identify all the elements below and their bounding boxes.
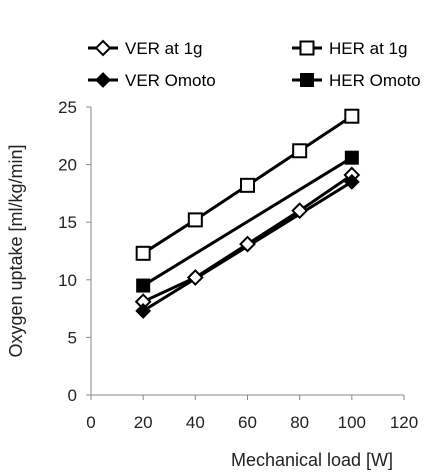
y-tick-label: 20 <box>58 156 77 175</box>
legend-marker-her-omoto <box>300 73 314 87</box>
data-point-ver-omoto <box>343 173 360 190</box>
series-lines <box>142 114 353 313</box>
x-tick-label: 60 <box>238 413 257 432</box>
data-point-ver-omoto <box>135 302 152 319</box>
series-markers <box>134 108 361 319</box>
x-tick-label: 120 <box>390 413 418 432</box>
x-tick-label: 100 <box>338 413 366 432</box>
legend-marker-ver-1g <box>94 39 112 57</box>
legend-item-her-omoto: HER Omoto <box>292 71 421 90</box>
data-point-her-at-1g <box>187 212 203 228</box>
data-point-her-omoto <box>344 150 359 165</box>
y-tick-label: 15 <box>58 213 77 232</box>
legend-marker-shape-her-at-1g <box>299 40 315 56</box>
axes: 0 5 10 15 20 25 0 20 40 60 80 100 120 <box>58 98 418 432</box>
x-tick-label: 0 <box>86 413 95 432</box>
data-point-ver-at-1g <box>291 202 309 220</box>
y-ticks: 0 5 10 15 20 25 <box>58 98 91 405</box>
legend-label-ver-omoto: VER Omoto <box>125 71 216 90</box>
x-tick-label: 80 <box>290 413 309 432</box>
data-point-her-omoto <box>136 278 151 293</box>
legend-marker-ver-omoto <box>95 72 111 88</box>
legend-marker-shape-ver-at-1g <box>94 39 112 57</box>
data-point-her-at-1g <box>292 143 308 159</box>
legend-label-her-1g: HER at 1g <box>329 39 407 58</box>
y-tick-label: 5 <box>68 328 77 347</box>
legend-marker-her-1g <box>299 40 315 56</box>
y-tick-label: 0 <box>68 386 77 405</box>
legend-item-ver-1g: VER at 1g <box>88 39 203 58</box>
x-tick-label: 40 <box>186 413 205 432</box>
data-point-her-at-1g <box>240 177 255 193</box>
legend-marker-shape-ver-omoto <box>95 72 111 88</box>
data-point-ver-at-1g <box>186 269 204 286</box>
y-tick-label: 10 <box>58 271 77 290</box>
series-line-her-omoto <box>142 156 353 287</box>
legend-item-her-1g: HER at 1g <box>292 39 407 58</box>
legend-item-ver-omoto: VER Omoto <box>88 71 216 90</box>
legend-label-ver-1g: VER at 1g <box>125 39 203 58</box>
legend: VER at 1g HER at 1g VER Omoto HER Omoto <box>88 39 421 90</box>
data-point-her-at-1g <box>135 245 151 261</box>
legend-label-her-omoto: HER Omoto <box>329 71 421 90</box>
data-point-her-at-1g <box>344 108 360 124</box>
x-tick-label: 20 <box>134 413 153 432</box>
y-axis-title: Oxygen uptake [ml/kg/min] <box>6 144 26 357</box>
x-axis-title: Mechanical load [W] <box>231 450 393 470</box>
x-ticks: 0 20 40 60 80 100 120 <box>86 395 418 432</box>
y-tick-label: 25 <box>58 98 77 117</box>
legend-marker-shape-her-omoto <box>300 73 314 87</box>
data-point-ver-at-1g <box>239 235 256 253</box>
